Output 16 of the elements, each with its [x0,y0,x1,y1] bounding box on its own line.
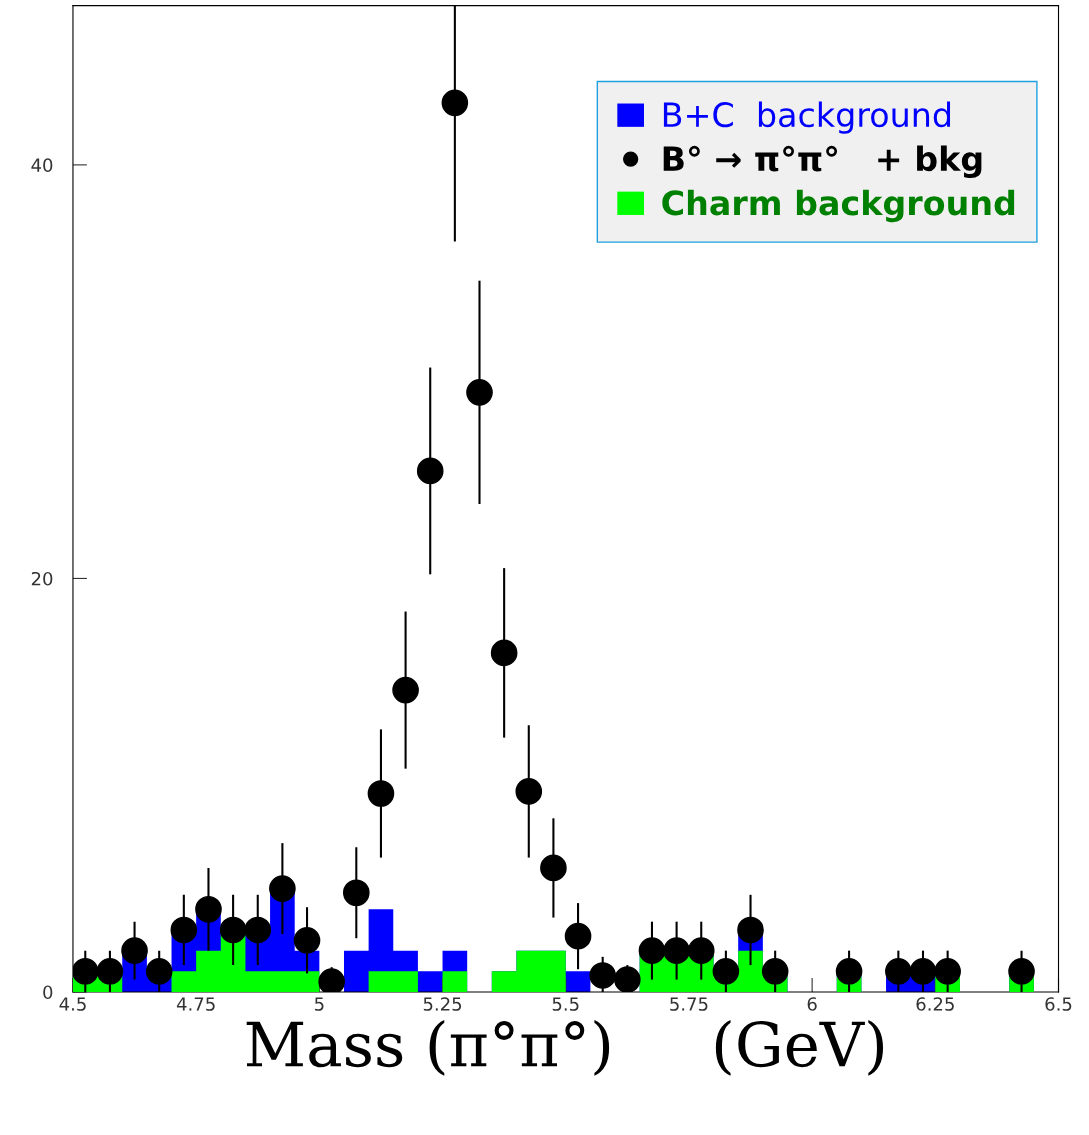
x-tick-label: 4.75 [176,997,215,1011]
x-tick-label: 5 [315,997,324,1011]
y-tick-label: 0 [43,985,53,1000]
x-tick-label: 5.75 [670,997,708,1011]
x-tick-label: 6.5 [1045,997,1072,1011]
y-tick-label: 20 [31,571,53,586]
x-tick-label: 6.25 [916,997,954,1011]
x-tick-label: 4.5 [59,997,86,1011]
x-tick-label: 6 [807,997,817,1011]
y-tick-label: 40 [31,158,53,173]
legend-label: B° → π°π° + bkg [663,145,982,178]
legend-label: B+C background [663,101,951,134]
x-axis-title: Mass (π°π°) (GeV) [246,1019,884,1076]
x-tick-label: 5.5 [552,997,579,1011]
legend-label: Charm background [662,189,1015,223]
x-tick-label: 5.25 [423,997,462,1011]
